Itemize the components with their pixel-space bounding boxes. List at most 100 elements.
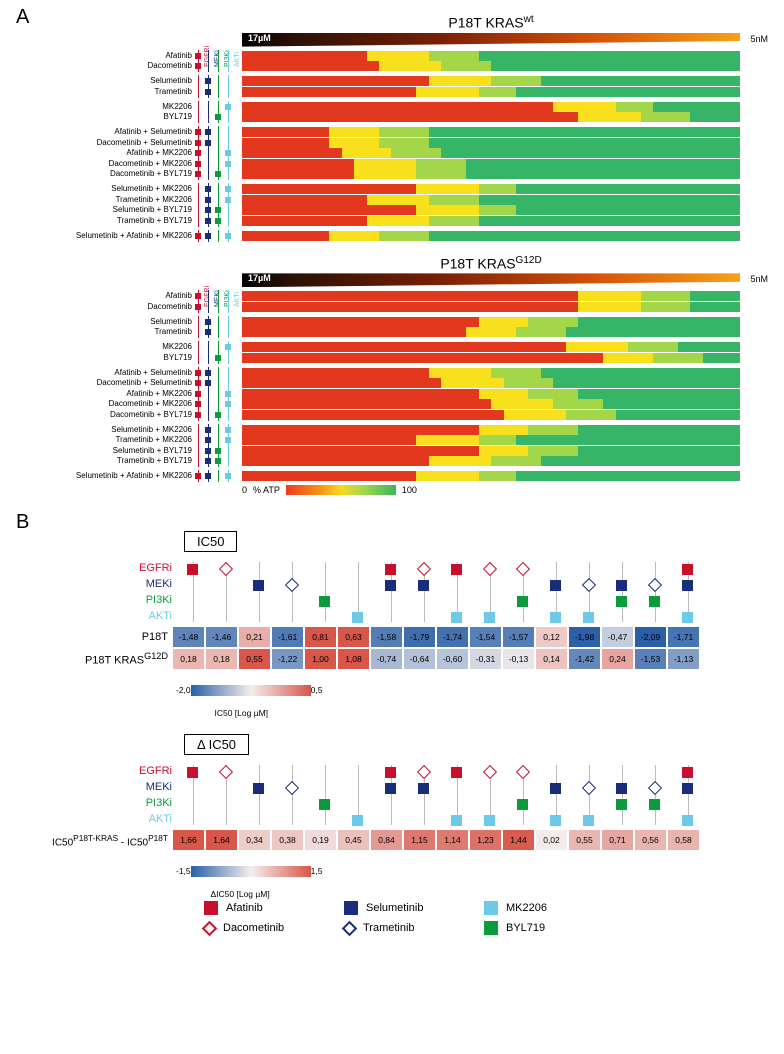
ic50-cell: 0,63 <box>337 626 370 648</box>
marker-square-icon <box>484 815 495 826</box>
heat-strip <box>242 61 740 71</box>
delta-cell: 0,02 <box>535 829 568 851</box>
heat-strip <box>242 435 740 445</box>
target-dots <box>194 76 234 86</box>
marker-square-icon <box>319 596 330 607</box>
heat-strip <box>242 127 740 137</box>
marker-square-icon <box>583 612 594 623</box>
target-dot-icon <box>195 150 201 156</box>
heat-strip <box>242 159 740 169</box>
legend-item: Dacometinib <box>204 921 344 935</box>
target-dot-icon <box>225 473 231 479</box>
ic50-cell: -1,22 <box>271 648 304 670</box>
heat-strip <box>242 102 740 112</box>
marker-square-icon <box>451 612 462 623</box>
heatmap-rows: AfatinibDacometinibSelumetinibTrametinib… <box>24 51 760 241</box>
drug-label: Afatinib + Selumetinib <box>24 128 194 136</box>
target-dots <box>194 51 234 61</box>
target-dot-icon <box>195 370 201 376</box>
ic50-cell: -1,13 <box>667 648 700 670</box>
legend-label: MK2206 <box>506 902 547 914</box>
marker-diamond-icon <box>647 781 661 795</box>
legend-square-icon <box>204 901 218 915</box>
heatmap-row: Dacometinib + BYL719 <box>24 410 760 420</box>
concentration-max: 17µM <box>248 273 271 283</box>
ic50-cell: -1,74 <box>436 626 469 648</box>
heatmap-row: Dacometinib + MK2206 <box>24 399 760 409</box>
ic50-gradient-icon <box>191 685 311 696</box>
target-dots <box>194 378 234 388</box>
legend-diamond-icon <box>342 921 358 937</box>
marker-square-icon <box>319 799 330 810</box>
target-dots <box>194 368 234 378</box>
target-dots <box>194 291 234 301</box>
delta-ic50-title: Δ IC50 <box>184 734 249 755</box>
target-dot-icon <box>205 448 211 454</box>
ic50-cell: -0,60 <box>436 648 469 670</box>
target-dot-icon <box>215 171 221 177</box>
marker-square-icon <box>649 799 660 810</box>
heatmap-row: MK2206 <box>24 102 760 112</box>
ic50-row-label: P18T KRASG12D <box>24 651 172 667</box>
heatmap-row: Selumetinib <box>24 317 760 327</box>
target-dots <box>194 184 234 194</box>
drug-label: Dacometinib + Selumetinib <box>24 379 194 387</box>
heat-strip <box>242 378 740 388</box>
heat-strip <box>242 399 740 409</box>
marker-square-icon <box>385 783 396 794</box>
heatmap-row: Trametinib + MK2206 <box>24 195 760 205</box>
delta-cell: 0,58 <box>667 829 700 851</box>
marker-diamond-icon <box>581 578 595 592</box>
drug-label: Trametinib <box>24 88 194 96</box>
delta-cell: 0,56 <box>634 829 667 851</box>
legend-item: BYL719 <box>484 921 624 935</box>
target-dots <box>194 169 234 179</box>
legend-square-icon <box>484 901 498 915</box>
target-dots <box>194 410 234 420</box>
marker-diamond-icon <box>416 562 430 576</box>
target-dots <box>194 127 234 137</box>
legend-label: Afatinib <box>226 902 263 914</box>
heat-strip <box>242 317 740 327</box>
ic50-cell: -0,31 <box>469 648 502 670</box>
drug-label: Selumetinib + MK2206 <box>24 426 194 434</box>
panel-b: IC50EGFRiMEKiPI3KiAKTi P18T -1,48-1,460,… <box>0 505 784 955</box>
drug-label: BYL719 <box>24 354 194 362</box>
ic50-title: IC50 <box>184 531 237 552</box>
concentration-min: 5nM <box>750 274 768 284</box>
target-row-label: EGFRi <box>24 763 172 779</box>
drug-label: Afatinib + MK2206 <box>24 149 194 157</box>
diagram-columns <box>176 560 760 624</box>
drug-label: Selumetinib + BYL719 <box>24 206 194 214</box>
delta-scale-low: -1,5 <box>176 866 191 876</box>
target-dot-icon <box>205 437 211 443</box>
target-dot-icon <box>225 197 231 203</box>
heatmap-row: Afatinib + MK2206 <box>24 148 760 158</box>
drug-label: Trametinib + BYL719 <box>24 217 194 225</box>
diagram-column <box>671 763 704 827</box>
marker-square-icon <box>187 564 198 575</box>
ic50-scale-label: IC50 [Log µM] <box>214 708 268 718</box>
marker-square-icon <box>682 564 693 575</box>
heatmap-row: Dacometinib + Selumetinib <box>24 138 760 148</box>
drug-label: MK2206 <box>24 103 194 111</box>
ic50-row: P18T KRASG12D 0,180,180,55-1,221,001,08-… <box>24 648 760 670</box>
ic50-scale-high: 0,5 <box>311 685 323 695</box>
target-dots <box>194 112 234 122</box>
diagram-column <box>308 763 341 827</box>
target-dots <box>194 148 234 158</box>
drug-label: Dacometinib + BYL719 <box>24 170 194 178</box>
atp-min: 0 <box>242 485 247 495</box>
ic50-cell: -1,42 <box>568 648 601 670</box>
drug-label: BYL719 <box>24 113 194 121</box>
heatmap-row: Afatinib + Selumetinib <box>24 127 760 137</box>
target-dots <box>194 342 234 352</box>
heat-strip <box>242 112 740 122</box>
ic50-cell: 0,18 <box>172 648 205 670</box>
heatmap-row: Selumetinib + BYL719 <box>24 205 760 215</box>
target-dots <box>194 159 234 169</box>
target-dot-icon <box>205 129 211 135</box>
heat-strip <box>242 471 740 481</box>
diagram-column <box>341 763 374 827</box>
ic50-cell: 0,18 <box>205 648 238 670</box>
